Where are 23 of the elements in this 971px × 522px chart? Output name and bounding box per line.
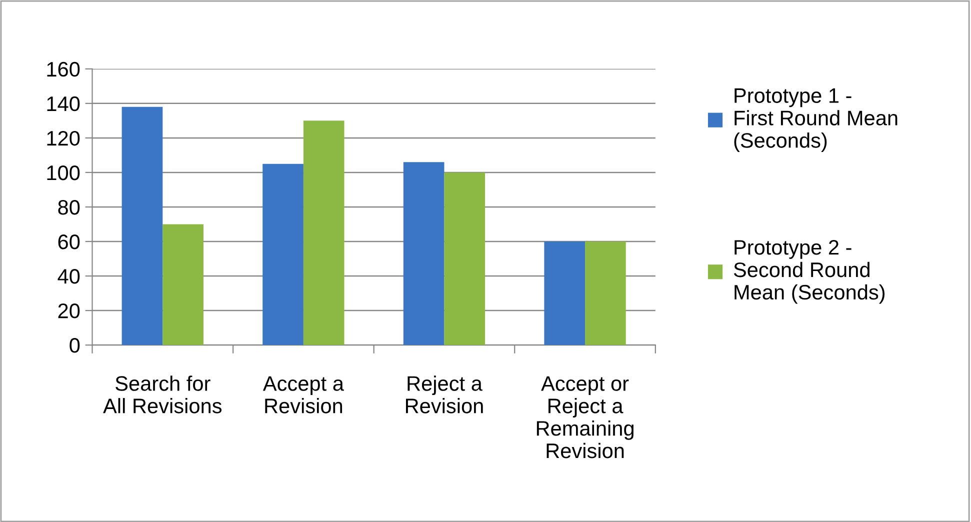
y-tick-label: 20	[58, 304, 80, 318]
y-tick-label: 160	[47, 62, 80, 77]
x-tick-label: Search for All Revisions	[103, 376, 222, 414]
y-tick-label: 80	[58, 200, 80, 215]
bar	[262, 164, 304, 346]
bar	[403, 162, 444, 346]
bar	[444, 172, 486, 346]
bar	[544, 241, 586, 346]
x-tick-label: Accept or Reject a Remaining Revision	[536, 376, 634, 458]
y-tick-label: 0	[70, 338, 80, 353]
x-tick-label: Accept a Revision	[262, 376, 344, 414]
bar	[122, 106, 163, 346]
x-tick-label: Reject a Revision	[406, 376, 483, 414]
legend-label: Prototype 2 - Second Round Mean (Seconds)	[734, 240, 885, 304]
y-tick-label: 40	[58, 269, 80, 284]
bar	[585, 241, 626, 346]
bar	[303, 120, 344, 346]
y-tick-label: 140	[47, 96, 80, 112]
legend-label: Prototype 1 - First Round Mean (Seconds)	[734, 88, 898, 152]
bar	[162, 224, 204, 346]
y-tick-label: 60	[58, 234, 80, 250]
y-tick-label: 100	[47, 165, 80, 180]
y-tick-label: 120	[47, 130, 80, 146]
